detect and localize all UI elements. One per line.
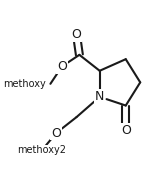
Text: O: O [51,127,61,139]
Text: O: O [57,60,67,73]
Text: N: N [95,90,104,103]
Text: methoxy: methoxy [3,79,46,89]
Text: O: O [71,28,81,41]
Text: methoxy2: methoxy2 [17,145,66,155]
Text: O: O [121,124,131,137]
